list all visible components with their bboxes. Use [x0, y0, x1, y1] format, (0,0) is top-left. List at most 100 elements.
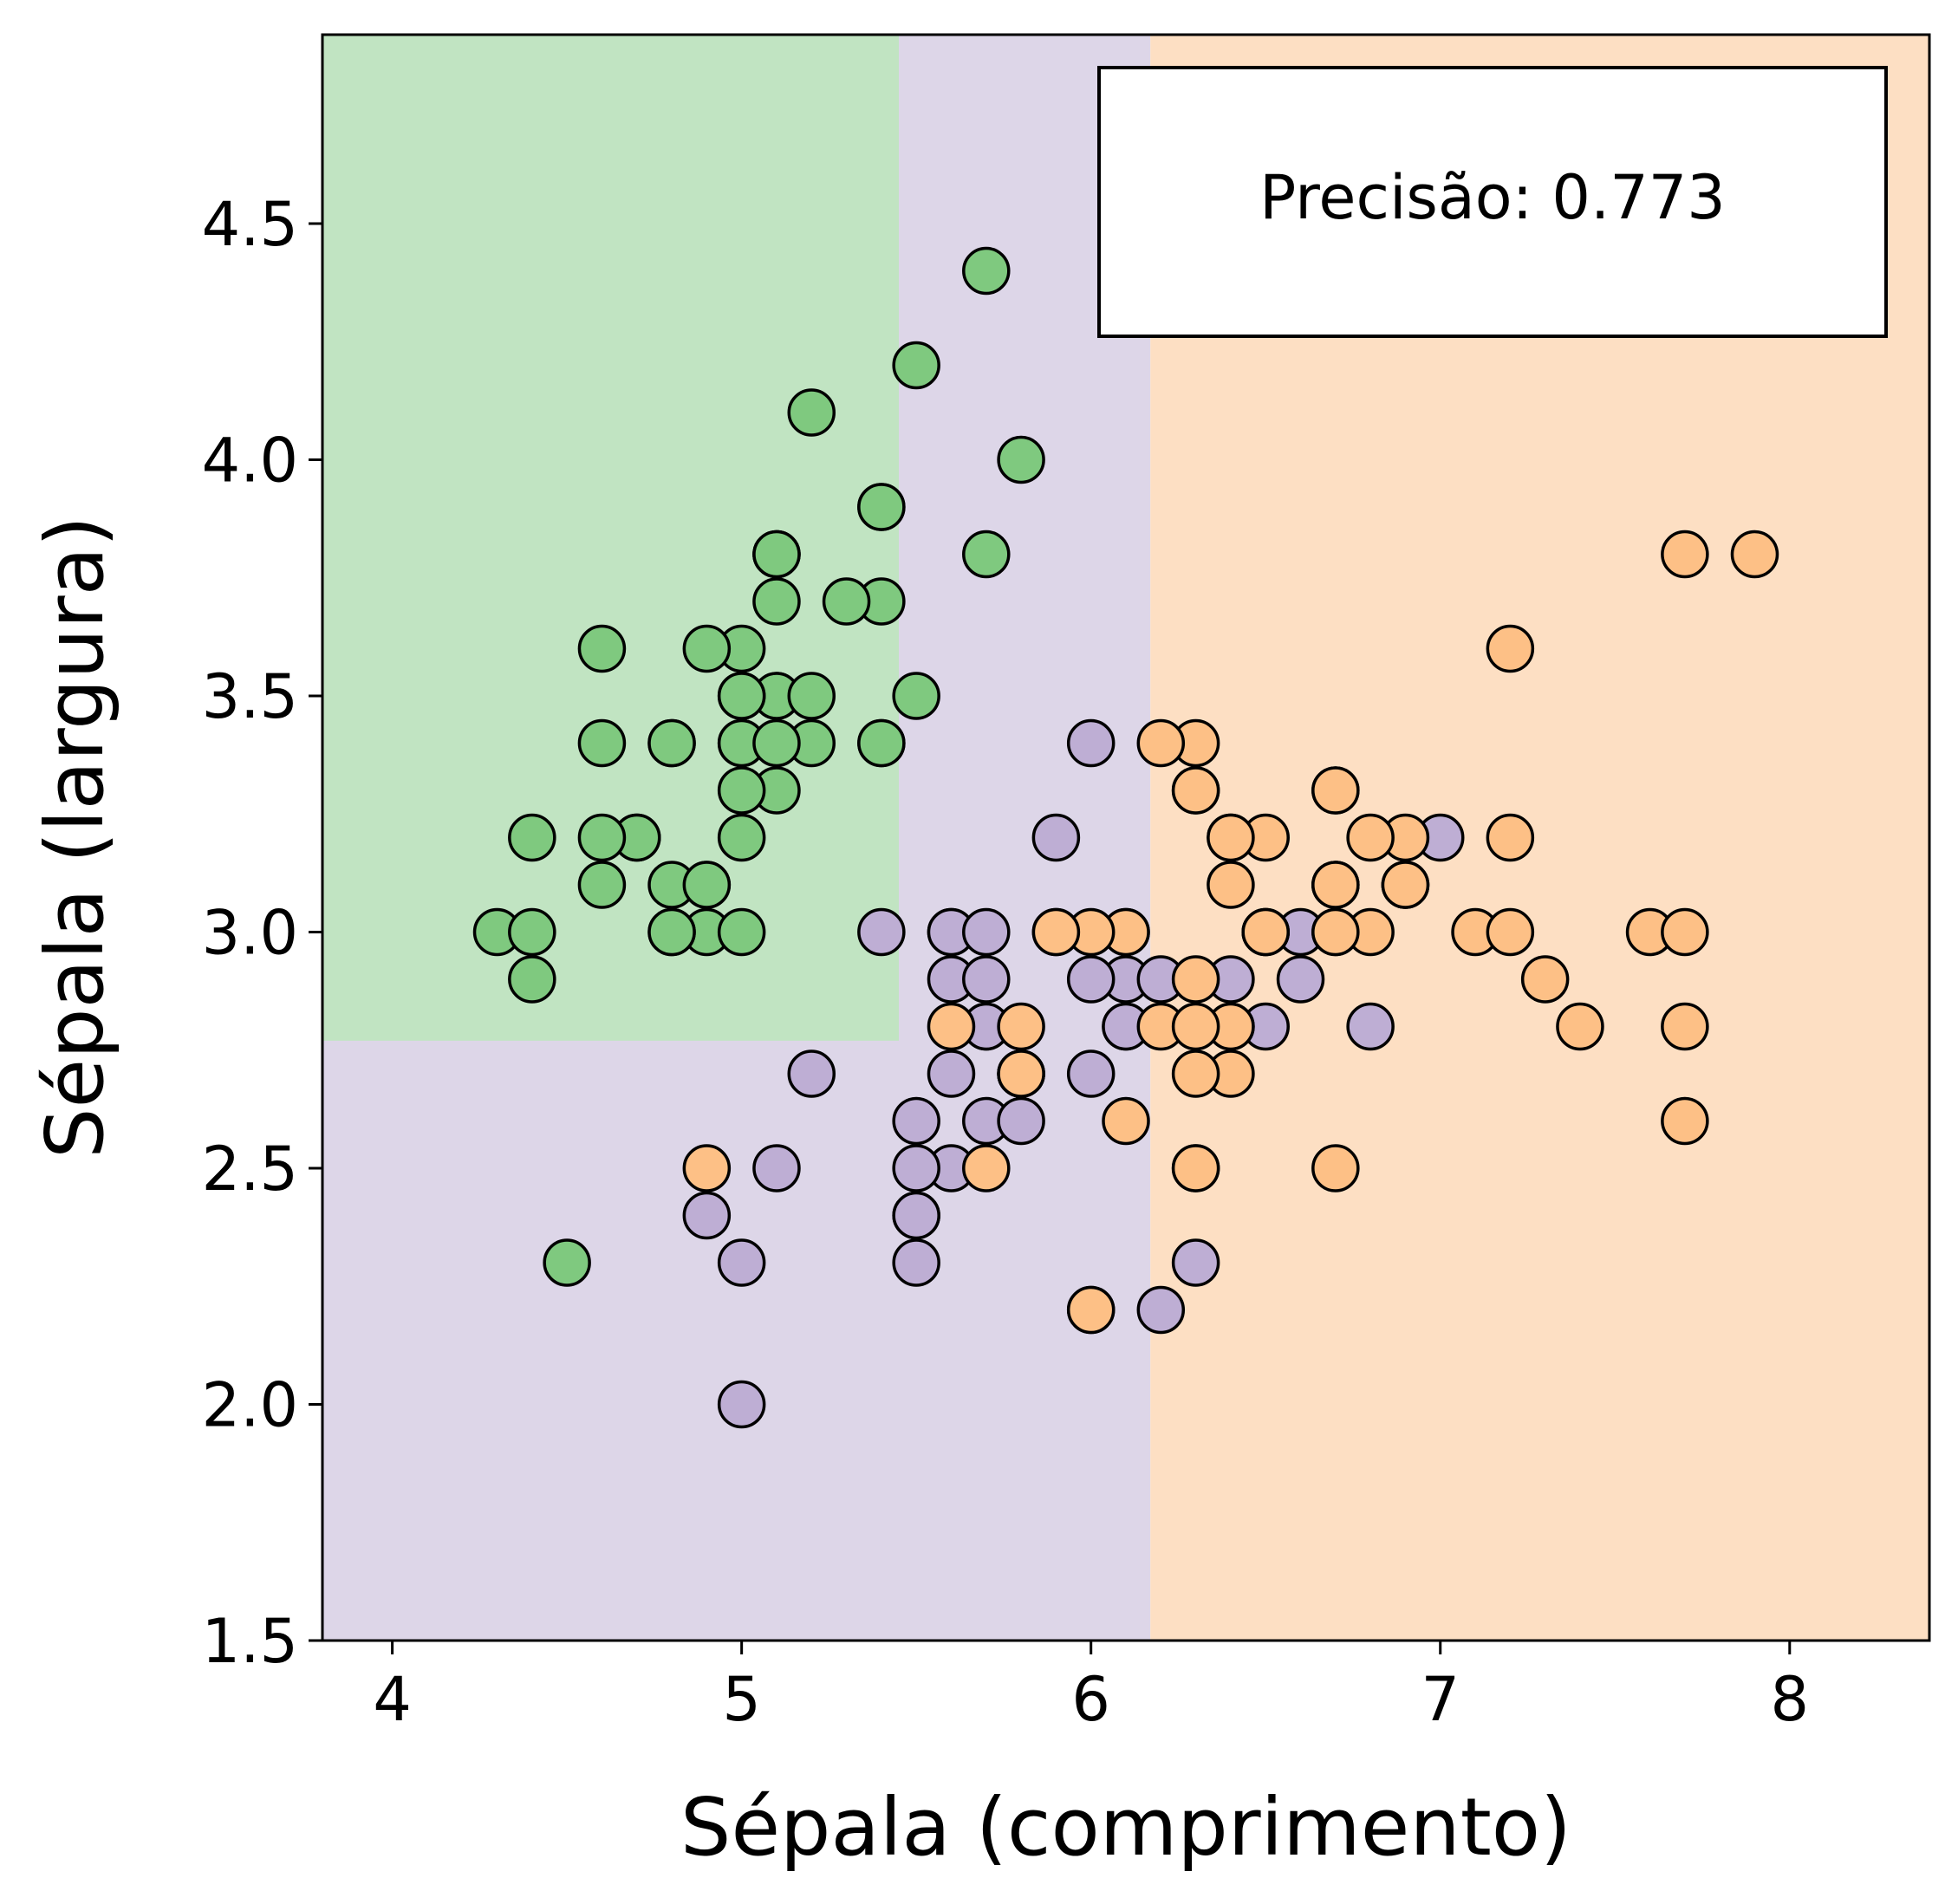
data-point-class-0	[717, 672, 766, 720]
data-point-class-0	[717, 813, 766, 862]
data-point-class-1	[892, 1238, 940, 1287]
data-point-class-0	[752, 530, 801, 579]
data-point-class-1	[717, 1238, 766, 1287]
x-tick-label: 4	[373, 1664, 412, 1735]
data-point-class-0	[647, 718, 696, 768]
data-point-class-1	[857, 907, 906, 957]
x-tick-label: 8	[1771, 1664, 1810, 1735]
data-point-class-2	[1556, 1002, 1604, 1051]
y-tick-label: 3.0	[202, 898, 298, 969]
data-point-class-2	[1171, 1049, 1220, 1098]
x-tick-label: 5	[722, 1664, 761, 1735]
data-point-class-2	[1381, 861, 1430, 909]
data-point-class-1	[1346, 1002, 1395, 1051]
annotation-box	[1097, 66, 1888, 338]
data-point-class-0	[962, 246, 1011, 296]
y-tick-label: 2.5	[202, 1134, 298, 1205]
data-point-class-2	[1171, 766, 1220, 815]
data-point-class-1	[962, 955, 1011, 1004]
data-point-class-2	[1171, 955, 1220, 1004]
data-point-class-1	[927, 1049, 976, 1098]
data-point-class-0	[892, 341, 940, 390]
data-point-class-0	[647, 907, 696, 957]
data-point-class-1	[997, 1096, 1045, 1146]
data-point-class-2	[1066, 1285, 1116, 1335]
data-point-class-0	[682, 624, 732, 673]
data-point-class-2	[1661, 1096, 1709, 1146]
y-tick-label: 2.0	[202, 1370, 298, 1441]
data-point-class-2	[1311, 1144, 1360, 1192]
data-point-class-1	[682, 1191, 732, 1240]
data-point-class-0	[508, 813, 556, 862]
data-point-class-2	[962, 1144, 1011, 1192]
y-axis-label: Sépala (largura)	[29, 516, 121, 1159]
data-point-class-1	[1066, 1049, 1116, 1098]
data-point-class-0	[752, 718, 801, 768]
data-point-class-2	[1241, 907, 1290, 957]
data-point-class-0	[752, 577, 801, 626]
data-point-class-2	[1486, 813, 1535, 862]
data-point-class-2	[1520, 955, 1570, 1004]
data-point-class-2	[1486, 907, 1535, 957]
data-point-class-0	[962, 530, 1011, 579]
scatter-points	[472, 246, 1779, 1429]
data-point-class-1	[892, 1191, 940, 1240]
data-point-class-2	[997, 1002, 1045, 1051]
data-point-class-2	[1486, 624, 1535, 673]
data-point-class-1	[1136, 1285, 1186, 1335]
data-point-class-2	[997, 1049, 1045, 1098]
data-point-class-0	[577, 718, 627, 768]
data-point-class-1	[892, 1096, 940, 1146]
y-tick-label: 4.5	[202, 189, 298, 260]
data-point-class-1	[892, 1144, 940, 1192]
accuracy-annotation: Precisão: 0.773	[1097, 66, 1888, 338]
data-point-class-0	[857, 718, 906, 768]
data-point-class-0	[822, 577, 871, 626]
data-point-class-2	[1207, 861, 1255, 909]
data-point-class-2	[1171, 1002, 1220, 1051]
x-tick-label: 6	[1071, 1664, 1110, 1735]
data-point-class-2	[1207, 813, 1255, 862]
data-point-class-0	[508, 907, 556, 957]
data-point-class-0	[543, 1238, 591, 1287]
data-point-class-0	[577, 861, 627, 909]
data-point-class-0	[787, 672, 836, 720]
data-point-class-0	[717, 907, 766, 957]
data-point-class-0	[857, 483, 906, 531]
data-point-class-2	[1136, 718, 1186, 768]
data-point-class-2	[682, 1144, 732, 1192]
x-axis-ticks: 4 5 6 7 8	[373, 1641, 1809, 1735]
data-point-class-1	[1276, 955, 1325, 1004]
data-point-class-1	[752, 1144, 801, 1192]
data-point-class-1	[717, 1380, 766, 1429]
y-axis-ticks: 1.5 2.0 2.5 3.0 3.5 4.0 4.5	[202, 189, 322, 1677]
data-point-class-1	[1031, 813, 1081, 862]
data-point-class-2	[1311, 861, 1360, 909]
annotation-text: Precisão: 0.773	[1259, 162, 1726, 233]
y-tick-label: 1.5	[202, 1606, 298, 1677]
y-tick-label: 3.5	[202, 661, 298, 732]
data-point-class-1	[1066, 955, 1116, 1004]
data-point-class-2	[1102, 1096, 1150, 1146]
data-point-class-0	[787, 388, 836, 437]
data-point-class-0	[682, 861, 732, 909]
data-point-class-2	[1661, 907, 1709, 957]
data-point-class-1	[962, 907, 1011, 957]
data-point-class-2	[1311, 907, 1360, 957]
data-point-class-0	[997, 435, 1045, 484]
data-point-class-0	[717, 766, 766, 815]
data-point-class-2	[1311, 766, 1360, 815]
data-point-class-1	[787, 1049, 836, 1098]
data-point-class-1	[1171, 1238, 1220, 1287]
data-point-class-0	[892, 672, 940, 720]
data-point-class-2	[1661, 530, 1709, 579]
data-point-class-2	[1031, 907, 1081, 957]
x-tick-label: 7	[1421, 1664, 1460, 1735]
data-point-class-2	[1346, 813, 1395, 862]
data-point-class-0	[577, 624, 627, 673]
plot-frame	[321, 33, 1931, 1642]
data-point-class-1	[1066, 718, 1116, 768]
data-point-class-2	[1171, 1144, 1220, 1192]
x-axis-label: Sépala (comprimento)	[680, 1781, 1571, 1874]
